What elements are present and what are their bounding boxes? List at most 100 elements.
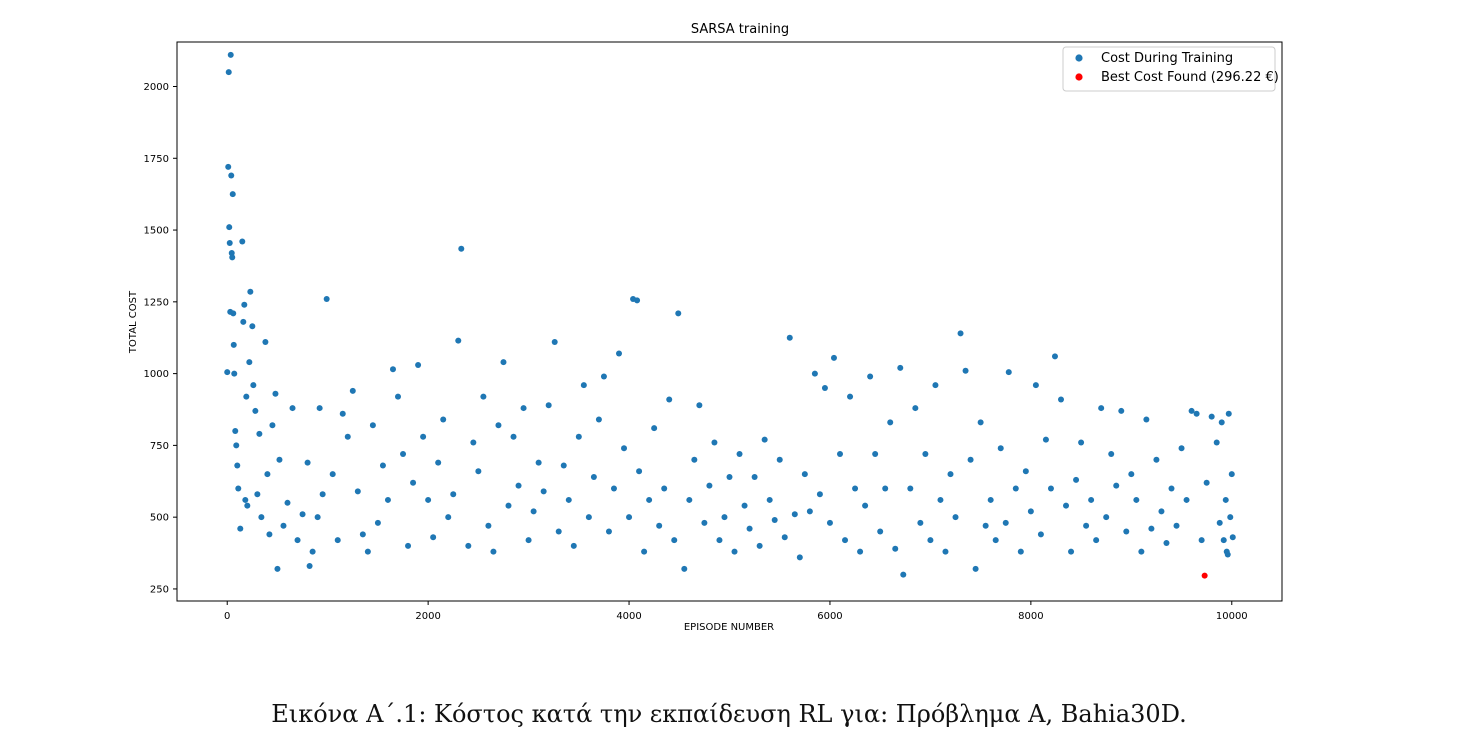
data-point: [1222, 496, 1229, 503]
data-point: [972, 565, 979, 572]
chart-title: SARSA training: [691, 22, 789, 37]
data-point: [791, 511, 798, 518]
data-point: [811, 370, 818, 377]
data-point: [1037, 531, 1044, 538]
data-point: [691, 456, 698, 463]
data-point: [872, 451, 879, 458]
data-point: [515, 482, 522, 489]
data-point: [830, 354, 837, 361]
data-point: [907, 485, 914, 492]
data-point: [1203, 479, 1210, 486]
data-point: [445, 514, 452, 521]
data-point: [600, 373, 607, 380]
data-point: [232, 428, 239, 435]
data-point: [917, 519, 924, 526]
legend-box: [1062, 46, 1276, 92]
data-point: [746, 525, 753, 532]
data-point: [1012, 485, 1019, 492]
data-point: [226, 239, 233, 246]
data-point: [651, 425, 658, 432]
data-point: [634, 297, 641, 304]
y-tick-label: 1250: [144, 297, 169, 308]
data-point: [1228, 471, 1235, 478]
data-point: [280, 522, 287, 529]
y-axis-ticks: 250 500 750 1000 1250 1500 1750 2000: [144, 82, 177, 595]
data-point: [560, 462, 567, 469]
data-point: [892, 545, 899, 552]
data-point: [555, 528, 562, 535]
x-axis-ticks: 0 2000 4000 6000 8000 10000: [224, 601, 1248, 622]
data-point: [304, 459, 311, 466]
data-point: [1103, 514, 1110, 521]
legend-label-best-cost: Best Cost Found (296.22 €): [1101, 70, 1279, 85]
data-point: [250, 382, 257, 389]
best-cost-point: [1201, 572, 1208, 579]
legend: Cost During Training Best Cost Found (29…: [1062, 46, 1279, 92]
data-point: [1047, 485, 1054, 492]
data-point: [1093, 537, 1100, 544]
data-point: [243, 393, 250, 400]
data-point: [1153, 456, 1160, 463]
data-point: [771, 517, 778, 524]
data-point: [731, 548, 738, 555]
data-point: [475, 468, 482, 475]
data-point: [226, 224, 233, 231]
y-tick-label: 500: [150, 513, 169, 524]
data-point: [786, 334, 793, 341]
data-point: [932, 382, 939, 389]
data-point: [1163, 540, 1170, 547]
data-point: [264, 471, 271, 478]
data-point: [500, 359, 507, 366]
data-point: [726, 473, 733, 480]
data-point: [405, 542, 412, 549]
data-point: [323, 295, 330, 302]
data-point: [1198, 537, 1205, 544]
data-point: [354, 488, 361, 495]
data-point: [927, 537, 934, 544]
data-point: [1183, 496, 1190, 503]
data-point: [1188, 407, 1195, 414]
data-point: [1058, 396, 1064, 403]
data-point: [224, 369, 231, 376]
plot-area-frame: [176, 41, 1283, 602]
data-point: [1158, 508, 1165, 515]
data-point: [1118, 407, 1125, 414]
data-point: [400, 451, 407, 458]
data-point: [1173, 522, 1180, 529]
data-point: [230, 310, 237, 317]
data-point: [776, 456, 783, 463]
x-tick-label: 10000: [1216, 611, 1248, 622]
data-point: [241, 301, 248, 308]
data-point: [1108, 451, 1115, 458]
data-point: [359, 531, 366, 538]
data-point: [1229, 534, 1236, 541]
data-point: [306, 562, 313, 569]
data-point: [967, 456, 974, 463]
data-point: [681, 565, 688, 572]
data-point: [580, 382, 587, 389]
data-point: [595, 416, 602, 423]
data-point: [947, 471, 954, 478]
data-point: [551, 339, 558, 346]
y-tick-label: 1750: [144, 154, 169, 165]
data-point: [877, 528, 884, 535]
data-point: [470, 439, 477, 446]
data-point: [1083, 522, 1090, 529]
data-point: [1225, 410, 1232, 417]
data-point: [912, 405, 919, 412]
data-point: [228, 172, 235, 179]
data-point: [897, 364, 904, 371]
data-point: [857, 548, 864, 555]
data-point: [415, 361, 422, 368]
data-point: [269, 422, 276, 429]
data-point: [1128, 471, 1135, 478]
data-point: [666, 396, 673, 403]
data-point: [882, 485, 889, 492]
y-tick-label: 2000: [144, 82, 169, 93]
data-point: [364, 548, 371, 555]
data-point: [1216, 519, 1223, 526]
data-point: [1227, 514, 1234, 521]
data-point: [258, 514, 265, 521]
data-point: [1027, 508, 1034, 515]
data-point: [430, 534, 437, 541]
